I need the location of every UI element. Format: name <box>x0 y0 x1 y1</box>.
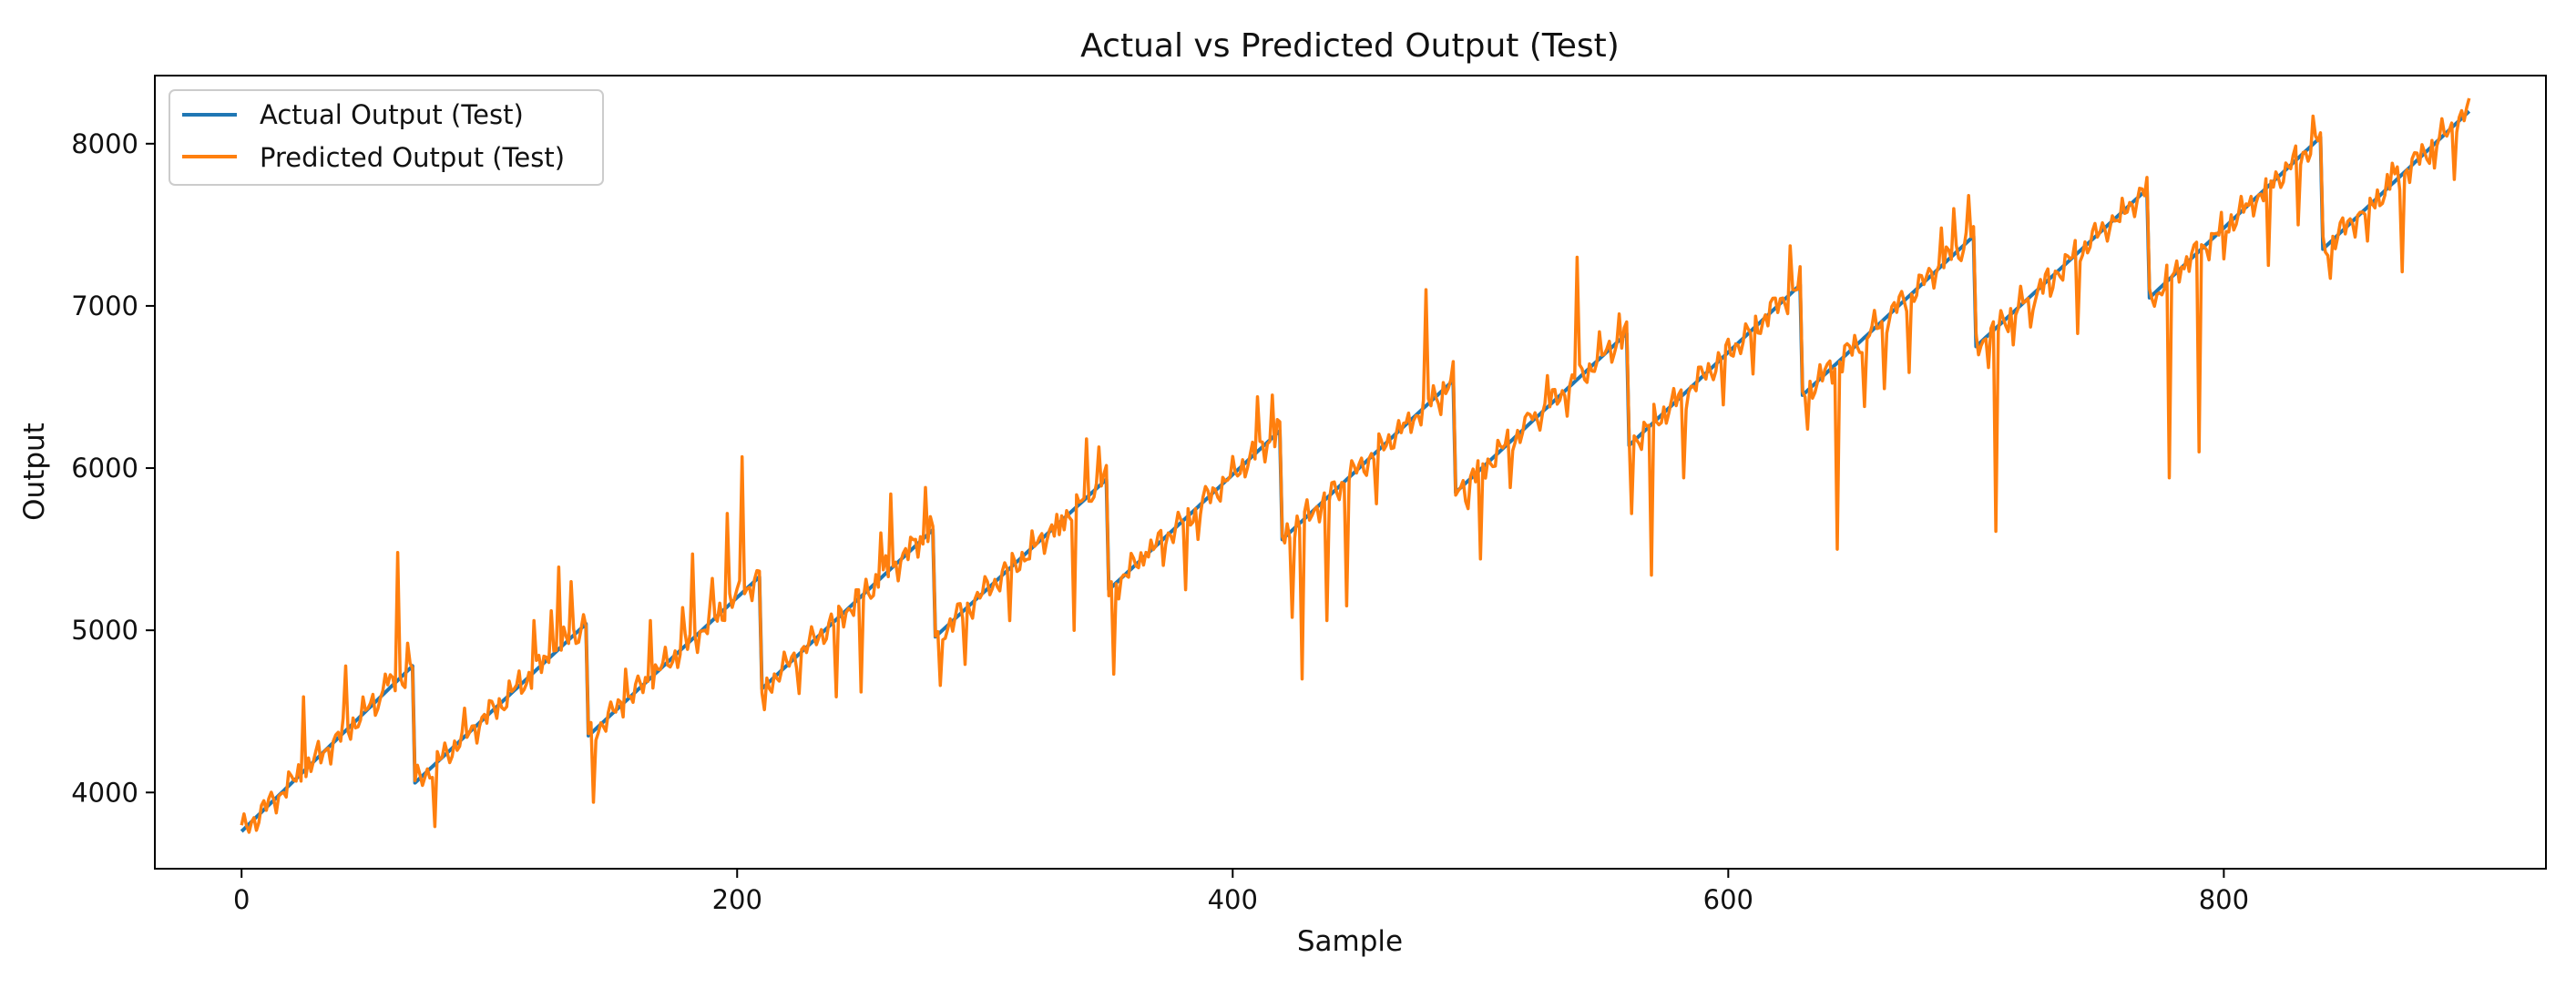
legend-label-predicted: Predicted Output (Test) <box>260 142 565 173</box>
x-tick-label: 0 <box>233 884 250 915</box>
legend-box <box>169 89 604 186</box>
series-line-predicted <box>240 97 2471 834</box>
x-tick-label: 400 <box>1208 884 1258 915</box>
x-tick-label: 600 <box>1703 884 1753 915</box>
series-layer <box>240 97 2471 834</box>
y-tick-label: 7000 <box>71 290 138 321</box>
y-axis: 4000 5000 6000 7000 8000 <box>71 128 155 808</box>
chart-title: Actual vs Predicted Output (Test) <box>1080 27 1620 65</box>
y-tick-label: 4000 <box>71 777 138 808</box>
x-tick-label: 200 <box>712 884 762 915</box>
y-tick-label: 5000 <box>71 615 138 646</box>
x-axis: 0 200 400 600 800 <box>233 869 2249 915</box>
plot-frame <box>154 75 2547 870</box>
y-tick-label: 8000 <box>71 128 138 159</box>
x-tick-label: 800 <box>2199 884 2249 915</box>
x-axis-label: Sample <box>1297 925 1403 958</box>
plot-area <box>154 75 2547 870</box>
legend-label-actual: Actual Output (Test) <box>260 99 524 130</box>
y-tick-label: 6000 <box>71 453 138 484</box>
legend: Actual Output (Test) Predicted Output (T… <box>169 89 604 186</box>
y-axis-label: Output <box>18 423 51 521</box>
